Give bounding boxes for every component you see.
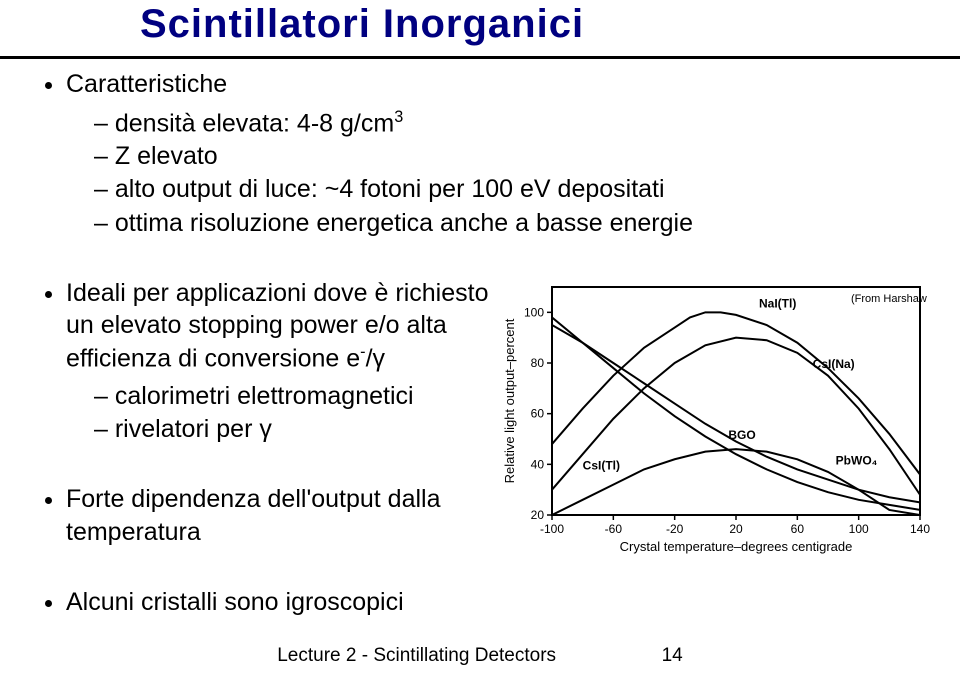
svg-text:BGO: BGO	[728, 428, 755, 442]
svg-text:CsI(Na): CsI(Na)	[813, 357, 855, 371]
bullet-ideali: Ideali per applicazioni dove è richiesto…	[66, 277, 500, 445]
sub-calorimetri: calorimetri elettromagnetici	[94, 381, 500, 412]
svg-text:20: 20	[729, 522, 743, 536]
light-output-graph: -100 -60 -20 20 60 100 140 20 40 60 80 100 Crystal t…	[500, 277, 930, 557]
svg-text:60: 60	[791, 522, 805, 536]
spacer	[40, 455, 500, 475]
col-left: Ideali per applicazioni dove è richiesto…	[40, 269, 500, 629]
title-underline	[0, 56, 960, 59]
bullet-list-4: Alcuni cristalli sono igroscopici	[40, 586, 500, 619]
footer: Lecture 2 - Scintillating Detectors 14	[0, 645, 960, 667]
svg-text:40: 40	[531, 457, 545, 471]
bullet-igroscopici: Alcuni cristalli sono igroscopici	[66, 586, 500, 619]
svg-text:60: 60	[531, 406, 545, 420]
bullet-list-3: Forte dipendenza dell'output dalla tempe…	[40, 483, 500, 548]
bullet-dipendenza: Forte dipendenza dell'output dalla tempe…	[66, 483, 500, 548]
footer-text: Lecture 2 - Scintillating Detectors	[277, 645, 556, 666]
bullet-caratteristiche: Caratteristiche densità elevata: 4-8 g/c…	[66, 68, 940, 239]
sub-z-elevato: Z elevato	[94, 141, 940, 172]
bullet-list-2: Ideali per applicazioni dove è richiesto…	[40, 277, 500, 445]
svg-text:Relative light output–percent: Relative light output–percent	[502, 318, 517, 483]
sub-densita: densità elevata: 4-8 g/cm3	[94, 107, 940, 140]
bullet-list-1: Caratteristiche densità elevata: 4-8 g/c…	[40, 68, 940, 239]
svg-text:20: 20	[531, 508, 545, 522]
spacer	[40, 558, 500, 578]
svg-text:Crystal temperature–degrees ce: Crystal temperature–degrees centigrade	[620, 539, 853, 554]
content-area: Caratteristiche densità elevata: 4-8 g/c…	[40, 60, 940, 629]
svg-text:-60: -60	[605, 522, 623, 536]
row-middle: Ideali per applicazioni dove è richiesto…	[40, 269, 940, 629]
svg-text:80: 80	[531, 356, 545, 370]
svg-text:CsI(Tl): CsI(Tl)	[583, 458, 620, 472]
sub-bullets-1: densità elevata: 4-8 g/cm3 Z elevato alt…	[66, 107, 940, 239]
sub-bullets-2: calorimetri elettromagnetici rivelatori …	[66, 381, 500, 446]
svg-text:100: 100	[524, 305, 544, 319]
svg-text:-20: -20	[666, 522, 684, 536]
svg-text:-100: -100	[540, 522, 564, 536]
sub-risoluzione: ottima risoluzione energetica anche a ba…	[94, 208, 940, 239]
svg-text:100: 100	[849, 522, 869, 536]
slide-title: Scintillatori Inorganici	[140, 2, 584, 47]
svg-text:PbWO₄: PbWO₄	[836, 453, 878, 467]
slide: Scintillatori Inorganici Caratteristiche…	[0, 0, 960, 685]
footer-page: 14	[662, 645, 683, 666]
col-right: -100 -60 -20 20 60 100 140 20 40 60 80 100 Crystal t…	[500, 269, 940, 562]
sub-rivelatori: rivelatori per γ	[94, 414, 500, 445]
title-wrap: Scintillatori Inorganici	[0, 2, 960, 47]
svg-text:NaI(Tl): NaI(Tl)	[759, 296, 796, 310]
sub-output-luce: alto output di luce: ~4 fotoni per 100 e…	[94, 174, 940, 205]
svg-text:140: 140	[910, 522, 930, 536]
spacer	[40, 249, 940, 269]
svg-text:(From Harshaw catalog): (From Harshaw catalog)	[851, 293, 930, 305]
bullet-label: Caratteristiche	[66, 70, 227, 98]
